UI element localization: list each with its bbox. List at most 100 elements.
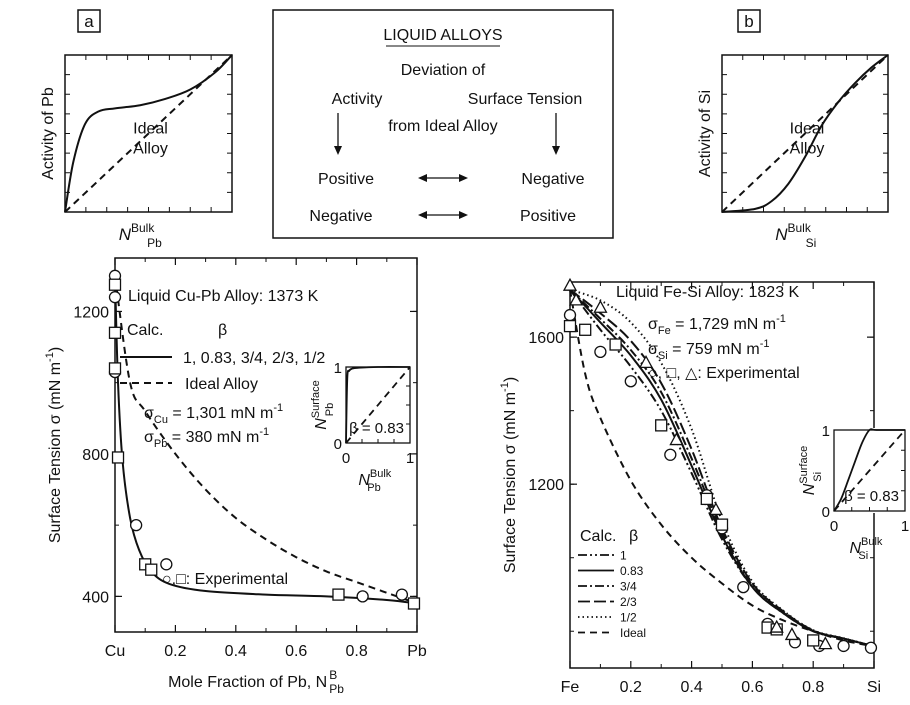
text-part: B — [329, 668, 337, 682]
x-tick-label: Cu — [105, 643, 125, 660]
experimental-square-marker — [563, 319, 577, 333]
series-2-3 — [569, 288, 875, 648]
legend-entry: 2/3 — [620, 595, 637, 609]
text-part: N — [358, 472, 370, 489]
inset-x-tick-label: 1 — [406, 450, 414, 467]
legend-entry: 1/2 — [620, 611, 637, 625]
x-axis-label: NBulk Si — [775, 221, 816, 250]
box-row1-right: Negative — [521, 171, 584, 188]
text-part: N — [775, 225, 788, 244]
legend-beta: β — [218, 322, 227, 339]
box-row2-right: Positive — [520, 208, 576, 225]
legend-entry: 1, 0.83, 3/4, 2/3, 1/2 — [183, 350, 325, 367]
text-part: = 380 mN m — [167, 429, 259, 446]
experimental-circle-marker — [624, 375, 637, 388]
panel-label-a-text: a — [84, 12, 94, 31]
box-title: LIQUID ALLOYS — [383, 27, 502, 44]
text-part: Bulk — [861, 536, 883, 548]
x-tick-label: 0.6 — [285, 643, 307, 660]
experimental-square-marker — [579, 323, 592, 336]
text-part: Fe — [658, 325, 671, 337]
text-part: Si — [658, 350, 668, 362]
box-col-left: Activity — [332, 91, 383, 108]
x-tick-label: 0.4 — [225, 643, 247, 660]
experimental-square-marker — [807, 634, 820, 647]
inset-beta-label: β = 0.83 — [349, 420, 404, 437]
inset-y-tick-label: 1 — [822, 423, 830, 440]
legend-calc: Calc. — [127, 322, 163, 339]
box-col-right: Surface Tension — [468, 91, 582, 108]
text-part: Si — [806, 236, 817, 250]
text-part: Pb — [329, 682, 344, 696]
x-tick-label: Si — [867, 679, 881, 696]
experimental-square-marker — [145, 563, 158, 576]
inset-curve-solid — [345, 366, 411, 444]
y-axis-label: Surface Tension σ (mN m-1) — [499, 377, 519, 573]
experimental-square-marker — [715, 518, 729, 531]
experimental-triangle-marker — [769, 619, 784, 633]
legend-entry: 0.83 — [620, 564, 644, 578]
experimental-square-marker — [407, 597, 421, 610]
cu-pb-chart: Cu 0.2 0.4 0.6 0.8 Pb 400 800 1200 Surface Tensio… — [44, 257, 427, 696]
text-part: Pb — [154, 438, 167, 450]
legend-entry: 3/4 — [620, 580, 637, 594]
legend-entry: Ideal Alloy — [185, 376, 258, 393]
inset-y-tick-label: 0 — [822, 504, 830, 521]
text-part: Surface — [310, 380, 322, 418]
experimental-circle-marker — [129, 518, 143, 532]
panel-label-b-text: b — [744, 12, 753, 31]
text-part: = 1,301 mN m — [168, 405, 273, 422]
activity-curve-solid — [721, 54, 889, 213]
legend-entry: 1 — [620, 549, 627, 563]
x-tick-label: Fe — [561, 679, 580, 696]
y-tick-label: 1600 — [528, 330, 564, 347]
inset-y-axis-label: NSurface Pb — [310, 380, 336, 429]
experimental-triangle-marker — [708, 502, 724, 516]
fe-si-chart: Fe 0.2 0.4 0.6 0.8 Si 1200 1600 Surface Tension … — [499, 277, 909, 705]
experimental-circle-marker — [160, 558, 173, 571]
x-tick-label: 0.6 — [741, 679, 763, 696]
inset-curve-solid — [833, 428, 905, 512]
inset-y-axis-label: NSurface Si — [798, 446, 824, 495]
experimental-triangle-marker — [593, 299, 608, 313]
experimental-square-marker — [108, 362, 122, 375]
y-axis-label: Activity of Si — [697, 90, 714, 177]
box-line3: from Ideal Alloy — [388, 118, 497, 135]
x-tick-label: 0.4 — [680, 679, 702, 696]
x-tick-label: Pb — [407, 643, 427, 660]
box-row2-left: Negative — [309, 208, 372, 225]
panel-label-a: a — [77, 9, 101, 33]
text-part: σ — [144, 405, 154, 422]
x-axis-label: Mole Fraction of Pb, N B Pb — [168, 668, 344, 696]
series-Ideal-Alloy — [114, 275, 418, 605]
chart-title: Liquid Cu-Pb Alloy: 1373 K — [128, 288, 319, 305]
activity-curve-dashed — [64, 54, 233, 213]
experimental-square-marker — [108, 278, 122, 291]
text-part: σ — [144, 429, 154, 446]
text-part: -1 — [259, 426, 269, 438]
text-part: Cu — [154, 414, 168, 426]
inset-beta-label: β = 0.83 — [844, 488, 899, 505]
text-part: = 759 mN m — [668, 341, 760, 358]
x-tick-label: 0.8 — [802, 679, 824, 696]
experimental-circle-marker — [563, 308, 577, 322]
experimental-square-marker — [111, 451, 125, 464]
double-arrow-icon — [418, 211, 468, 219]
experimental-circle-marker — [837, 639, 850, 653]
experimental-triangle-marker — [568, 292, 584, 306]
box-row1-left: Positive — [318, 171, 374, 188]
series-1 — [569, 289, 875, 648]
parameter-text: σSi = 759 mN m-1 — [648, 338, 769, 362]
legend-beta: β — [629, 528, 638, 545]
x-axis-label: NBulk Pb — [119, 221, 162, 250]
chart-title: Liquid Fe-Si Alloy: 1823 K — [616, 284, 800, 301]
text-part: σ — [648, 316, 658, 333]
experimental-circle-marker — [594, 345, 607, 358]
y-tick-label: 400 — [82, 589, 109, 606]
experimental-triangle-marker — [669, 432, 684, 446]
activity-curve-dashed — [721, 54, 889, 213]
inset-y-tick-label: 0 — [334, 436, 342, 453]
experimental-circle-marker — [356, 590, 369, 603]
liquid-alloys-box: LIQUID ALLOYS Deviation of Activity Surf… — [272, 9, 614, 239]
